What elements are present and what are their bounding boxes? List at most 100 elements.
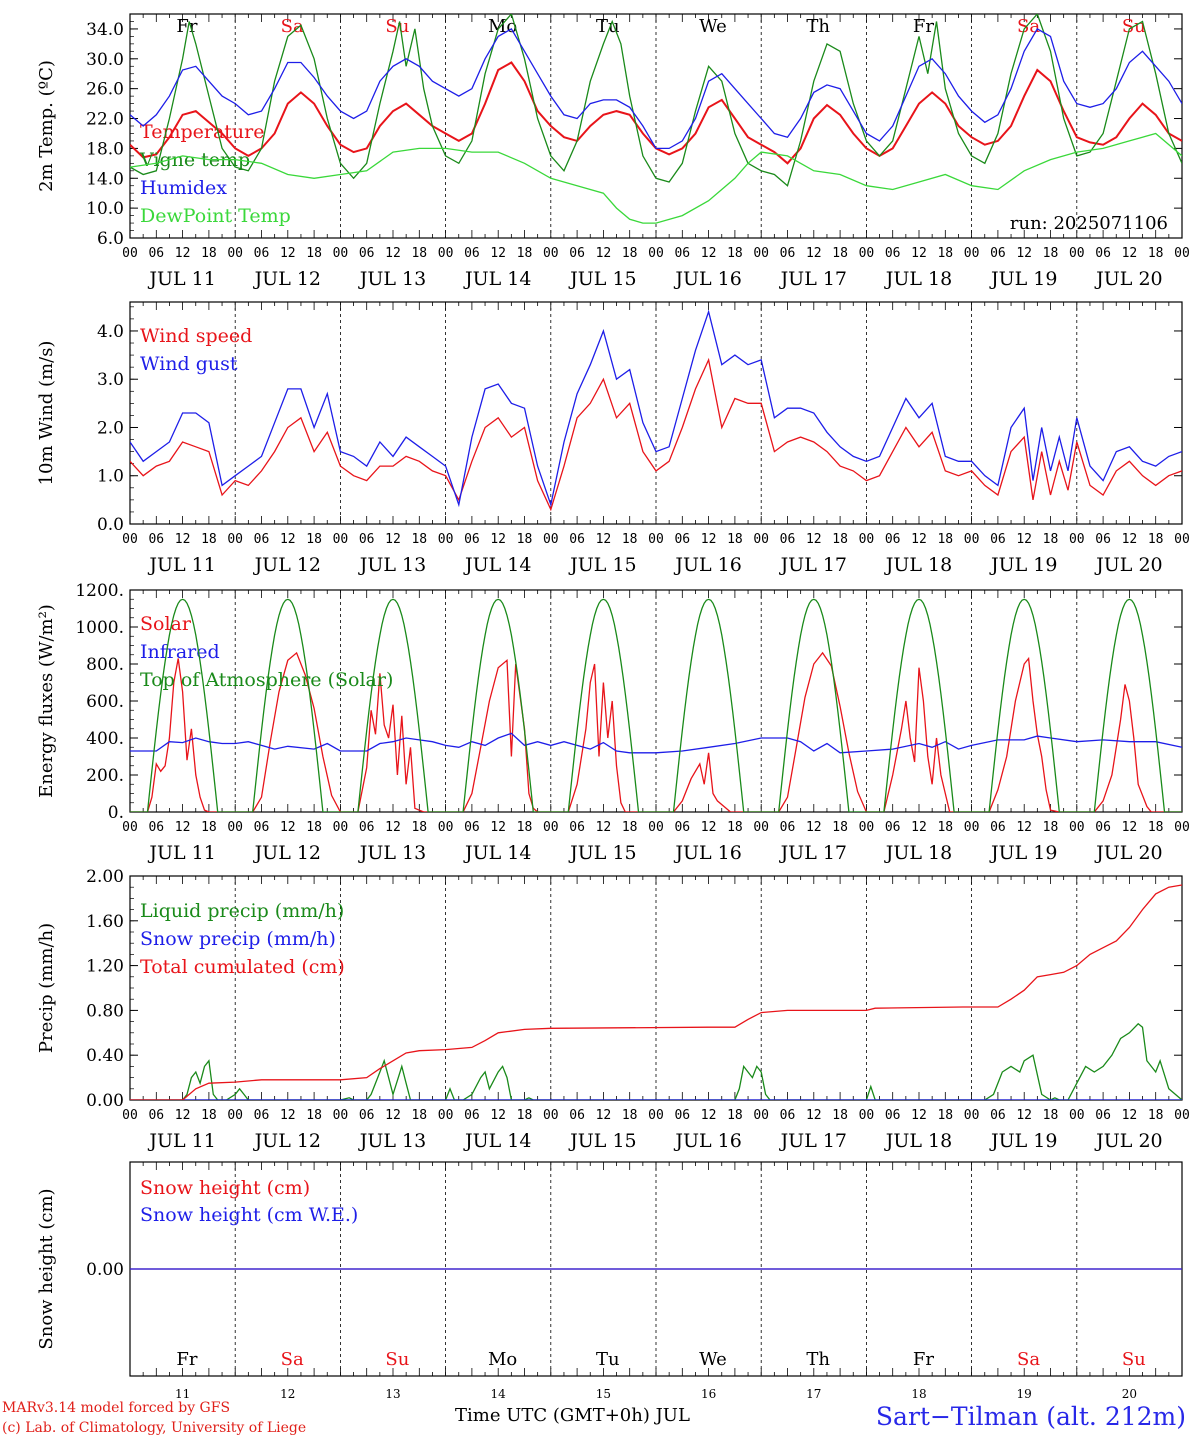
panel1-hour-label: 12 bbox=[175, 246, 191, 261]
panel4-hour-label: 12 bbox=[490, 1108, 506, 1123]
panel3-ytick-label: 200. bbox=[86, 766, 124, 786]
panel1-weekday-label: Th bbox=[806, 16, 830, 37]
panel4-day-label: JUL 18 bbox=[884, 1130, 952, 1152]
panel4-hour-label: 12 bbox=[1122, 1108, 1138, 1123]
panel3-hour-label: 06 bbox=[674, 820, 690, 835]
panel1-legend-2: Humidex bbox=[140, 177, 227, 199]
panel4-hour-label: 00 bbox=[438, 1108, 454, 1123]
panel5-weekday-label: We bbox=[699, 1349, 727, 1370]
panel3-day-label: JUL 16 bbox=[673, 842, 741, 864]
panel1-day-label: JUL 18 bbox=[884, 268, 952, 290]
panel1-ytick-label: 6.0 bbox=[97, 229, 124, 249]
panel1-hour-label: 00 bbox=[122, 246, 138, 261]
panel1-hour-label: 18 bbox=[832, 246, 848, 261]
panel5-weekday-label: Th bbox=[806, 1349, 830, 1370]
panel4-hour-label: 18 bbox=[727, 1108, 743, 1123]
panel3-ytick-label: 600. bbox=[86, 692, 124, 712]
panel3-hour-label: 00 bbox=[227, 820, 243, 835]
panel3-day-label: JUL 14 bbox=[463, 842, 531, 864]
panel3-hour-label: 18 bbox=[727, 820, 743, 835]
panel4-ytick-label: 1.20 bbox=[86, 957, 124, 977]
panel4-hour-label: 06 bbox=[569, 1108, 585, 1123]
panel2-hour-label: 00 bbox=[438, 532, 454, 547]
panel1-weekday-label: We bbox=[699, 16, 727, 37]
day-number-label: 12 bbox=[280, 1387, 295, 1400]
panel3-hour-label: 06 bbox=[359, 820, 375, 835]
panel3-day-label: JUL 13 bbox=[358, 842, 426, 864]
panel2-day-label: JUL 19 bbox=[989, 554, 1057, 576]
panel4-hour-label: 18 bbox=[622, 1108, 638, 1123]
panel3-hour-label: 00 bbox=[122, 820, 138, 835]
panel2-hour-label: 06 bbox=[464, 532, 480, 547]
panel5-weekday-label: Su bbox=[1122, 1349, 1146, 1370]
panel3-hour-label: 06 bbox=[464, 820, 480, 835]
panel2-hour-label: 12 bbox=[280, 532, 296, 547]
panel4-day-label: JUL 12 bbox=[253, 1130, 321, 1152]
panel3-hour-label: 18 bbox=[201, 820, 217, 835]
panel3-ytick-label: 400. bbox=[86, 729, 124, 749]
panel4-hour-label: 18 bbox=[306, 1108, 322, 1123]
panel3-hour-label: 12 bbox=[175, 820, 191, 835]
panel4-hour-label: 18 bbox=[201, 1108, 217, 1123]
panel2-hour-label: 06 bbox=[885, 532, 901, 547]
panel4-hour-label: 06 bbox=[990, 1108, 1006, 1123]
panel3-hour-label: 00 bbox=[333, 820, 349, 835]
panel2-hour-label: 00 bbox=[859, 532, 875, 547]
panel1-hour-label: 18 bbox=[1148, 246, 1164, 261]
panel4-hour-label: 06 bbox=[780, 1108, 796, 1123]
panel1-day-label: JUL 11 bbox=[147, 268, 215, 290]
panel4-ylabel: Precip (mm/h) bbox=[36, 923, 57, 1053]
panel1-hour-label: 18 bbox=[201, 246, 217, 261]
panel1-series-dewpoint-temp bbox=[130, 132, 1182, 224]
panel3-hour-label: 18 bbox=[1043, 820, 1059, 835]
panel1-series-humidex bbox=[130, 28, 1182, 150]
panel3-hour-label: 00 bbox=[1174, 820, 1190, 835]
panel3-hour-label: 06 bbox=[1095, 820, 1111, 835]
panel2-ytick-label: 0.0 bbox=[97, 515, 124, 535]
panel4-hour-label: 18 bbox=[517, 1108, 533, 1123]
panel1-legend-3: DewPoint Temp bbox=[140, 205, 291, 227]
panel4-hour-label: 18 bbox=[411, 1108, 427, 1123]
panel4-hour-label: 06 bbox=[464, 1108, 480, 1123]
panel4-legend-1: Snow precip (mm/h) bbox=[140, 928, 336, 950]
panel1-hour-label: 12 bbox=[490, 246, 506, 261]
panel3-series-top-of-atmosphere-solar- bbox=[130, 598, 1182, 812]
panel3-day-label: JUL 20 bbox=[1094, 842, 1162, 864]
panel4-ytick-label: 1.60 bbox=[86, 912, 124, 932]
panel2-hour-label: 00 bbox=[1069, 532, 1085, 547]
panel3-hour-label: 18 bbox=[306, 820, 322, 835]
panel1-day-label: JUL 13 bbox=[358, 268, 426, 290]
panel2-hour-label: 12 bbox=[1122, 532, 1138, 547]
panel2-hour-label: 00 bbox=[753, 532, 769, 547]
panel1-ytick-label: 14.0 bbox=[86, 169, 124, 189]
panel2-hour-label: 12 bbox=[1016, 532, 1032, 547]
panel2-legend-0: Wind speed bbox=[140, 325, 252, 347]
panel2-hour-label: 18 bbox=[1043, 532, 1059, 547]
panel1-hour-label: 06 bbox=[674, 246, 690, 261]
panel2-ytick-label: 4.0 bbox=[97, 322, 124, 342]
panel5-ytick-label: 0.00 bbox=[86, 1260, 124, 1280]
panel2-day-label: JUL 16 bbox=[673, 554, 741, 576]
panel2-day-label: JUL 17 bbox=[779, 554, 847, 576]
day-number-label: 14 bbox=[491, 1387, 507, 1400]
panel4-hour-label: 00 bbox=[964, 1108, 980, 1123]
panel3-hour-label: 12 bbox=[596, 820, 612, 835]
panel2-ytick-label: 3.0 bbox=[97, 370, 124, 390]
panel2-day-label: JUL 11 bbox=[147, 554, 215, 576]
panel3-hour-label: 12 bbox=[911, 820, 927, 835]
panel1-hour-label: 12 bbox=[1016, 246, 1032, 261]
panel1-weekday-label: Su bbox=[385, 16, 409, 37]
panel2-hour-label: 00 bbox=[122, 532, 138, 547]
panel3-legend-2: Top of Atmosphere (Solar) bbox=[140, 669, 393, 691]
panel1-weekday-label: Sa bbox=[281, 16, 304, 37]
panel1-weekday-label: Tu bbox=[596, 16, 620, 37]
panel1-day-label: JUL 15 bbox=[568, 268, 636, 290]
panel2-hour-label: 00 bbox=[543, 532, 559, 547]
panel3-hour-label: 18 bbox=[517, 820, 533, 835]
panel1-hour-label: 00 bbox=[964, 246, 980, 261]
panel5-weekday-label: Mo bbox=[488, 1349, 517, 1370]
panel2-day-label: JUL 15 bbox=[568, 554, 636, 576]
panel5-weekday-label: Fr bbox=[176, 1349, 197, 1370]
panel5-ylabel: Snow height (cm) bbox=[36, 1188, 57, 1349]
panel4-hour-label: 18 bbox=[1043, 1108, 1059, 1123]
